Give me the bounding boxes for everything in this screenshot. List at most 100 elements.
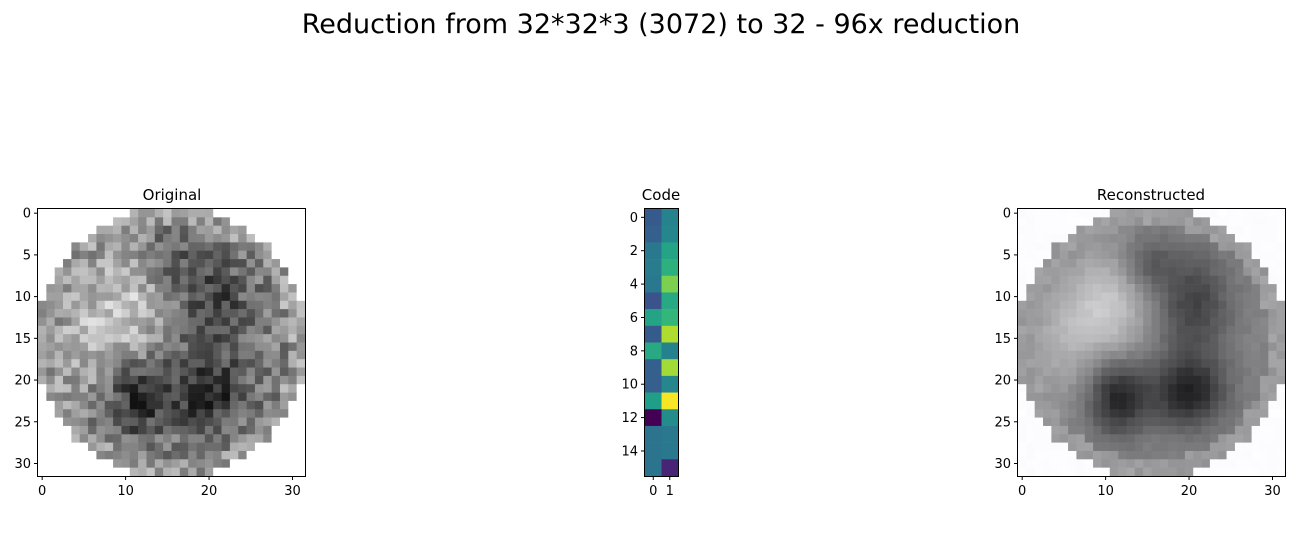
- original-pixel: [38, 225, 47, 235]
- reconstructed-pixel: [1226, 367, 1236, 377]
- reconstructed-pixel: [1051, 325, 1061, 335]
- reconstructed-pixel: [1151, 425, 1161, 435]
- original-pixel: [104, 400, 114, 410]
- reconstructed-pixel: [1084, 234, 1094, 243]
- reconstructed-pixel: [1026, 284, 1035, 293]
- original-pixel: [204, 434, 214, 443]
- original-pixel: [163, 375, 172, 385]
- reconstructed-pixel: [1101, 309, 1111, 318]
- original-pixel: [229, 392, 239, 402]
- reconstructed-pixel: [1093, 442, 1102, 452]
- original-pixel: [229, 467, 239, 477]
- reconstructed-pixel: [1101, 442, 1111, 452]
- reconstructed-pixel: [1276, 292, 1286, 302]
- reconstructed-pixel: [1176, 359, 1186, 368]
- original-pixel: [196, 234, 206, 243]
- reconstructed-pixel: [1101, 384, 1111, 393]
- original-pixel: [104, 350, 114, 360]
- original-pixel: [96, 234, 106, 243]
- original-pixel: [46, 459, 55, 468]
- original-pixel: [279, 275, 289, 285]
- original-pixel: [38, 242, 47, 252]
- original-pixel: [46, 234, 55, 243]
- reconstructed-pixel: [1118, 250, 1127, 260]
- reconstructed-pixel: [1126, 209, 1136, 218]
- reconstructed-pixel: [1243, 209, 1252, 218]
- reconstructed-pixel: [1101, 267, 1111, 277]
- reconstructed-pixel: [1168, 434, 1177, 443]
- reconstructed-pixel: [1276, 350, 1286, 360]
- reconstructed-pixel: [1051, 450, 1061, 460]
- original-pixel: [221, 400, 231, 410]
- reconstructed-pixel: [1034, 450, 1044, 460]
- original-pixel: [213, 350, 222, 360]
- original-pixel: [279, 342, 289, 352]
- reconstructed-pixel: [1093, 359, 1102, 368]
- reconstructed-pixel: [1043, 300, 1052, 310]
- original-pixel: [96, 275, 106, 285]
- reconstructed-pixel: [1051, 217, 1061, 226]
- original-pixel: [79, 467, 89, 477]
- original-pixel: [171, 225, 181, 235]
- original-pixel: [88, 342, 97, 352]
- reconstructed-pixel: [1226, 217, 1236, 226]
- original-pixel: [263, 259, 272, 268]
- original-pixel: [138, 259, 147, 268]
- original-pixel: [171, 234, 181, 243]
- code-cell: [645, 225, 662, 243]
- reconstructed-pixel: [1143, 367, 1152, 377]
- original-pixel: [179, 334, 189, 343]
- reconstructed-pixel: [1034, 375, 1044, 385]
- reconstructed-pixel: [1101, 234, 1111, 243]
- original-pixel: [88, 225, 97, 235]
- original-pixel: [179, 259, 189, 268]
- original-pixel: [113, 234, 122, 243]
- original-pixel: [179, 367, 189, 377]
- original-pixel: [204, 334, 214, 343]
- reconstructed-pixel: [1226, 442, 1236, 452]
- original-pixel: [229, 450, 239, 460]
- original-pixel: [88, 284, 97, 293]
- code-frame: [644, 208, 679, 477]
- reconstructed-pixel: [1018, 400, 1027, 410]
- reconstructed-pixel: [1201, 400, 1211, 410]
- original-pixel: [221, 467, 231, 477]
- original-pixel: [46, 434, 55, 443]
- original-pixel: [171, 334, 181, 343]
- reconstructed-pixel: [1118, 442, 1127, 452]
- original-pixel: [79, 242, 89, 252]
- original-pixel: [188, 442, 197, 452]
- reconstructed-pixel: [1209, 434, 1219, 443]
- reconstructed-pixel: [1093, 300, 1102, 310]
- original-pixel: [288, 334, 297, 343]
- original-pixel: [279, 375, 289, 385]
- reconstructed-pixel: [1084, 242, 1094, 252]
- reconstructed-pixel: [1193, 225, 1202, 235]
- reconstructed-pixel: [1201, 300, 1211, 310]
- original-pixel: [246, 234, 256, 243]
- original-pixel: [263, 459, 272, 468]
- reconstructed-pixel: [1251, 342, 1261, 352]
- reconstructed-pixel: [1034, 325, 1044, 335]
- original-pixel: [254, 217, 264, 226]
- original-pixel: [121, 425, 131, 435]
- original-pixel: [288, 409, 297, 418]
- original-pixel: [296, 234, 306, 243]
- reconstructed-pixel: [1026, 459, 1035, 468]
- reconstructed-pixel: [1126, 284, 1136, 293]
- original-pixel: [279, 359, 289, 368]
- code-ytick-label: 12: [621, 411, 638, 426]
- original-pixel: [263, 467, 272, 477]
- original-pixel: [263, 242, 272, 252]
- original-pixel: [254, 292, 264, 302]
- original-pixel: [63, 400, 72, 410]
- reconstructed-pixel: [1243, 442, 1252, 452]
- reconstructed-pixel: [1193, 292, 1202, 302]
- reconstructed-pixel: [1226, 334, 1236, 343]
- reconstructed-pixel: [1076, 234, 1086, 243]
- reconstructed-pixel: [1034, 309, 1044, 318]
- reconstructed-pixel: [1268, 425, 1277, 435]
- original-pixel: [171, 267, 181, 277]
- reconstructed-pixel: [1184, 442, 1194, 452]
- original-pixel: [163, 259, 172, 268]
